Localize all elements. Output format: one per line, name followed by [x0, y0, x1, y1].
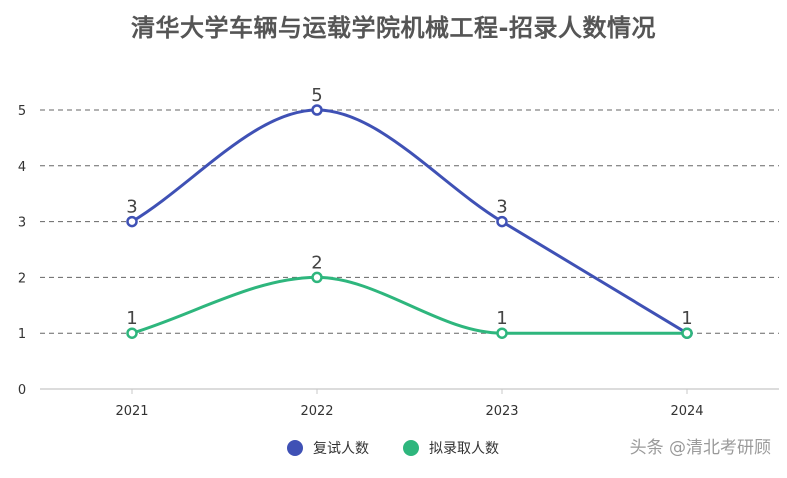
series-line-2	[130, 275, 689, 335]
x-tick-label: 2021	[115, 404, 148, 419]
data-point	[126, 215, 138, 228]
legend-marker	[403, 440, 419, 456]
grid-lines	[40, 109, 779, 334]
y-axis: 0 1 2 3 4 5	[18, 104, 26, 398]
data-point	[311, 104, 323, 116]
data-point	[496, 215, 508, 228]
legend[interactable]: 复试人数 拟录取人数	[287, 440, 499, 457]
y-tick-label: 3	[18, 216, 26, 231]
data-label: 2	[311, 252, 322, 273]
series-line-1	[130, 108, 689, 335]
x-tick-label: 2023	[485, 404, 518, 419]
data-label: 1	[126, 308, 137, 329]
data-point	[496, 327, 508, 339]
legend-label: 拟录取人数	[429, 441, 499, 457]
legend-marker	[287, 440, 303, 456]
data-point	[311, 271, 323, 284]
legend-label: 复试人数	[313, 440, 369, 457]
data-label: 3	[126, 197, 137, 218]
y-tick-label: 4	[18, 160, 26, 175]
data-point	[126, 327, 138, 339]
data-point	[681, 327, 693, 339]
y-tick-label: 0	[18, 383, 26, 398]
y-tick-label: 1	[18, 327, 26, 342]
chart-title: 清华大学车辆与运载学院机械工程-招录人数情况	[131, 14, 656, 42]
data-label: 5	[311, 85, 322, 106]
x-tick-label: 2024	[670, 404, 703, 419]
data-label: 3	[496, 197, 507, 218]
series-group: 3 5 3 1 1 2 1	[126, 85, 693, 339]
x-axis: 2021 2022 2023 2024	[40, 388, 779, 419]
y-tick-label: 5	[18, 104, 26, 119]
x-tick-label: 2022	[300, 404, 333, 419]
data-label: 1	[496, 308, 507, 329]
watermark: 头条 @清北考研顾	[629, 438, 771, 458]
y-tick-label: 2	[18, 271, 26, 286]
data-label: 1	[681, 308, 692, 329]
